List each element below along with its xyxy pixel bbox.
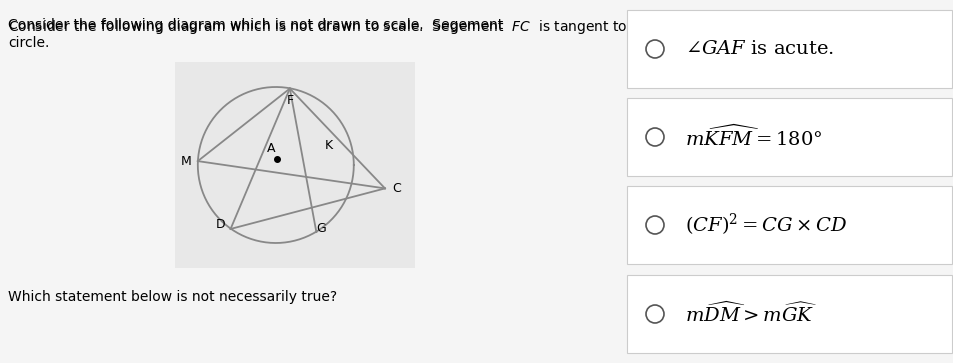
Text: C: C	[393, 182, 401, 195]
Text: Which statement below is not necessarily true?: Which statement below is not necessarily…	[8, 290, 336, 304]
Text: circle.: circle.	[8, 36, 50, 50]
Text: Consider the following diagram which is not drawn to scale.  Segement: Consider the following diagram which is …	[8, 18, 512, 32]
Text: $m\widehat{DM} > m\widehat{GK}$: $m\widehat{DM} > m\widehat{GK}$	[684, 302, 816, 326]
Bar	[174, 62, 415, 268]
Text: Consider the following diagram which is not drawn to scale.  Segement  $\it{FC}$: Consider the following diagram which is …	[8, 18, 654, 36]
Text: K: K	[324, 139, 332, 152]
Text: $\angle GAF$ is acute.: $\angle GAF$ is acute.	[684, 40, 833, 58]
Text: M: M	[180, 155, 191, 168]
Text: A: A	[267, 142, 275, 155]
Bar	[626, 186, 951, 264]
Text: $(CF)^2 = CG \times CD$: $(CF)^2 = CG \times CD$	[684, 212, 847, 238]
Text: G: G	[316, 221, 326, 234]
Bar	[626, 275, 951, 353]
Text: F: F	[286, 94, 294, 107]
Bar	[626, 98, 951, 176]
Bar	[626, 10, 951, 88]
Text: $m\widehat{KFM} = 180°$: $m\widehat{KFM} = 180°$	[684, 124, 821, 150]
Text: D: D	[215, 219, 225, 232]
